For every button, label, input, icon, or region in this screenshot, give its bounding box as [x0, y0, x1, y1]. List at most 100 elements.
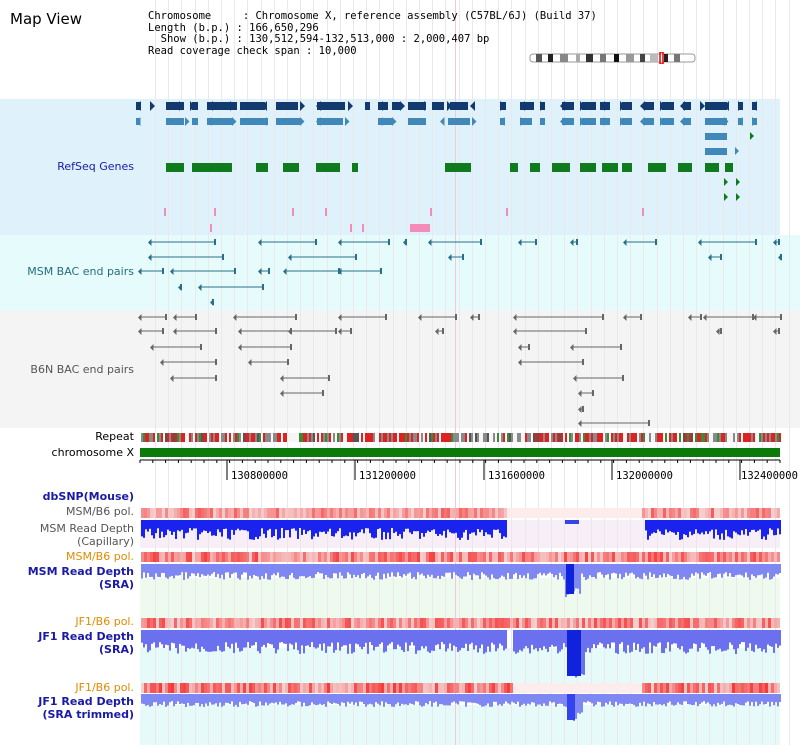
depth-bin — [363, 520, 365, 534]
depth-bin — [367, 564, 369, 577]
depth-bin — [221, 564, 223, 575]
depth-bin — [263, 630, 265, 645]
pink-tick — [642, 208, 644, 216]
pol-bin — [450, 618, 453, 628]
depth-bin — [181, 694, 183, 704]
depth-bin — [323, 630, 325, 644]
track-label-msm-b6-pol-1[interactable]: MSM/B6 pol. — [66, 505, 134, 518]
gene-arrow — [173, 314, 177, 321]
pol-bin — [750, 683, 753, 693]
pol-bin — [762, 508, 765, 518]
depth-bin — [199, 520, 201, 535]
depth-bin — [295, 630, 297, 643]
track-label-dbsnp[interactable]: dbSNP(Mouse) — [42, 490, 134, 503]
depth-bin — [761, 520, 763, 540]
track-label-jf1-depth-trim-1[interactable]: JF1 Read Depth — [38, 695, 134, 708]
track-label-jf1-depth-trim-2[interactable]: (SRA trimmed) — [42, 708, 134, 721]
bac-pair-end — [234, 268, 236, 274]
track-label-jf1-b6-pol-1[interactable]: JF1/B6 pol. — [75, 615, 134, 628]
track-label-msm-depth-sra-2[interactable]: (SRA) — [99, 578, 134, 591]
pol-bin — [354, 508, 357, 518]
pol-bin — [567, 618, 570, 628]
depth-bin — [547, 694, 549, 706]
repeat-bin — [307, 433, 309, 442]
track-label-chrom[interactable]: chromosome X — [51, 446, 134, 459]
repeat-bin — [589, 433, 591, 442]
gene-arrow — [435, 328, 439, 335]
depth-bin — [585, 694, 587, 703]
depth-bin — [193, 564, 195, 574]
depth-bin — [229, 694, 231, 705]
depth-bin — [335, 564, 337, 574]
repeat-bin — [291, 433, 293, 442]
pol-bin — [681, 683, 684, 693]
track-label-repeat[interactable]: Repeat — [95, 430, 134, 443]
pol-bin — [747, 508, 750, 518]
pol-bin — [408, 552, 411, 562]
chromosome-ideogram[interactable] — [528, 52, 698, 64]
depth-bin — [607, 564, 609, 575]
repeat-bin — [735, 433, 737, 442]
depth-bin — [349, 520, 351, 533]
track-label-jf1-depth-sra-2[interactable]: (SRA) — [99, 643, 134, 656]
depth-bin — [469, 694, 471, 703]
depth-bin — [531, 564, 533, 580]
track-label-msm-b6-pol-2[interactable]: MSM/B6 pol. — [66, 550, 134, 563]
depth-bin — [625, 694, 627, 704]
depth-bin — [449, 564, 451, 573]
depth-bin — [725, 520, 727, 530]
track-label-msm-depth-cap-2[interactable]: (Capillary) — [77, 535, 134, 548]
pol-bin — [735, 508, 738, 518]
depth-bin — [743, 520, 745, 535]
pol-bin — [201, 552, 204, 562]
depth-bin — [351, 564, 353, 579]
depth-bin — [775, 564, 777, 574]
depth-bin — [421, 520, 423, 533]
depth-bin — [535, 694, 537, 707]
depth-bin — [753, 520, 755, 530]
repeat-bin — [345, 433, 347, 442]
track-label-msm-bac[interactable]: MSM BAC end pairs — [27, 265, 134, 278]
track-label-refseq[interactable]: RefSeq Genes — [57, 160, 134, 173]
repeat-bin — [247, 433, 249, 442]
pol-bin — [513, 618, 516, 628]
depth-bin — [173, 520, 175, 532]
depth-bin — [173, 630, 175, 644]
depth-bin — [477, 694, 479, 704]
repeat-bin — [773, 433, 775, 442]
depth-bin — [407, 520, 409, 529]
depth-bin — [461, 564, 463, 579]
track-label-b6n-bac[interactable]: B6N BAC end pairs — [30, 363, 134, 376]
pol-bin — [525, 618, 528, 628]
pol-bin — [741, 618, 744, 628]
pol-bin — [342, 552, 345, 562]
pol-bin — [282, 618, 285, 628]
pol-bin — [762, 552, 765, 562]
pol-bin — [219, 683, 222, 693]
depth-bin — [339, 564, 341, 573]
pol-bin — [201, 683, 204, 693]
pol-bin — [240, 508, 243, 518]
track-label-jf1-depth-sra-1[interactable]: JF1 Read Depth — [38, 630, 134, 643]
pol-bin — [228, 618, 231, 628]
ideogram-band — [614, 54, 619, 62]
pol-bin — [690, 683, 693, 693]
pol-bin — [399, 552, 402, 562]
track-label-jf1-b6-pol-2[interactable]: JF1/B6 pol. — [75, 681, 134, 694]
depth-bin — [471, 694, 473, 703]
track-label-msm-depth-sra-1[interactable]: MSM Read Depth — [27, 565, 134, 578]
pink-tick — [350, 224, 352, 232]
pol-bin — [354, 683, 357, 693]
grid-line — [551, 0, 552, 745]
pol-bin — [708, 552, 711, 562]
depth-bin — [369, 564, 371, 575]
depth-bin — [733, 694, 735, 707]
depth-bin — [767, 694, 769, 702]
depth-bin — [643, 630, 645, 648]
gene-arrow — [540, 101, 545, 111]
pol-bin — [198, 508, 201, 518]
depth-bin — [255, 564, 257, 576]
track-label-msm-depth-cap-1[interactable]: MSM Read Depth — [39, 522, 134, 535]
pol-bin — [147, 683, 150, 693]
